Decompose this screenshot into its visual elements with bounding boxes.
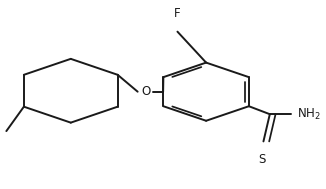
Text: S: S (258, 153, 266, 166)
Text: NH$_2$: NH$_2$ (297, 107, 321, 122)
Text: O: O (141, 85, 150, 98)
Text: F: F (174, 7, 181, 20)
